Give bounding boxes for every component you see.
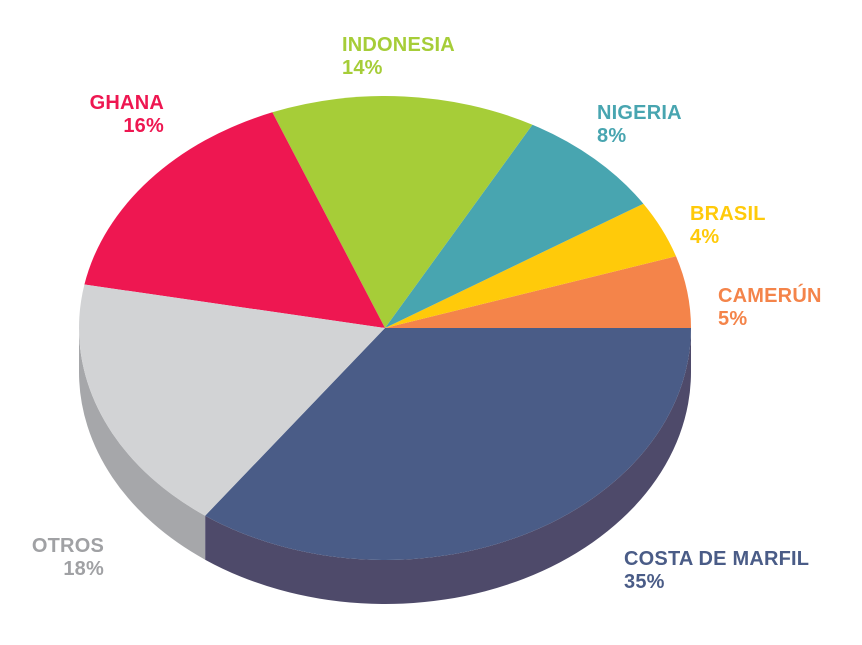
pie-slices bbox=[79, 96, 692, 560]
pie-slice-nigeria bbox=[385, 124, 644, 328]
pie-slice-ghana bbox=[84, 112, 385, 328]
label-nigeria: NIGERIA 8% bbox=[597, 102, 682, 148]
pie-side-otros bbox=[78, 328, 206, 560]
pie-side-costa-de-marfil bbox=[205, 328, 692, 604]
pie-sides bbox=[78, 328, 692, 604]
label-ghana: GHANA 16% bbox=[62, 92, 164, 138]
label-text: OTROS bbox=[31, 535, 104, 557]
label-value: 8% bbox=[597, 125, 627, 147]
label-text: COSTA DE MARFIL bbox=[624, 548, 810, 570]
label-value: 18% bbox=[63, 558, 104, 580]
label-value: 14% bbox=[342, 57, 383, 79]
label-brasil: BRASIL 4% bbox=[690, 203, 766, 249]
label-value: 35% bbox=[624, 571, 665, 593]
label-costa-de-marfil: COSTA DE MARFIL 35% bbox=[624, 548, 809, 594]
label-otros: OTROS 18% bbox=[20, 535, 104, 581]
pie-slice-costa-de-marfil bbox=[205, 328, 692, 560]
label-camerun: CAMERÚN 5% bbox=[718, 285, 822, 331]
pie-slice-camerun bbox=[385, 256, 691, 328]
label-value: 5% bbox=[718, 308, 748, 330]
pie-slice-otros bbox=[79, 284, 386, 516]
label-text: NIGERIA bbox=[597, 102, 682, 124]
label-value: 16% bbox=[123, 115, 164, 137]
label-text: BRASIL bbox=[690, 203, 766, 225]
label-indonesia: INDONESIA 14% bbox=[342, 34, 455, 80]
label-text: GHANA bbox=[89, 92, 164, 114]
label-text: CAMERÚN bbox=[718, 285, 822, 307]
pie-slice-indonesia bbox=[272, 96, 533, 329]
label-value: 4% bbox=[690, 226, 720, 248]
label-text: INDONESIA bbox=[342, 34, 455, 56]
pie-slice-brasil bbox=[385, 203, 677, 328]
